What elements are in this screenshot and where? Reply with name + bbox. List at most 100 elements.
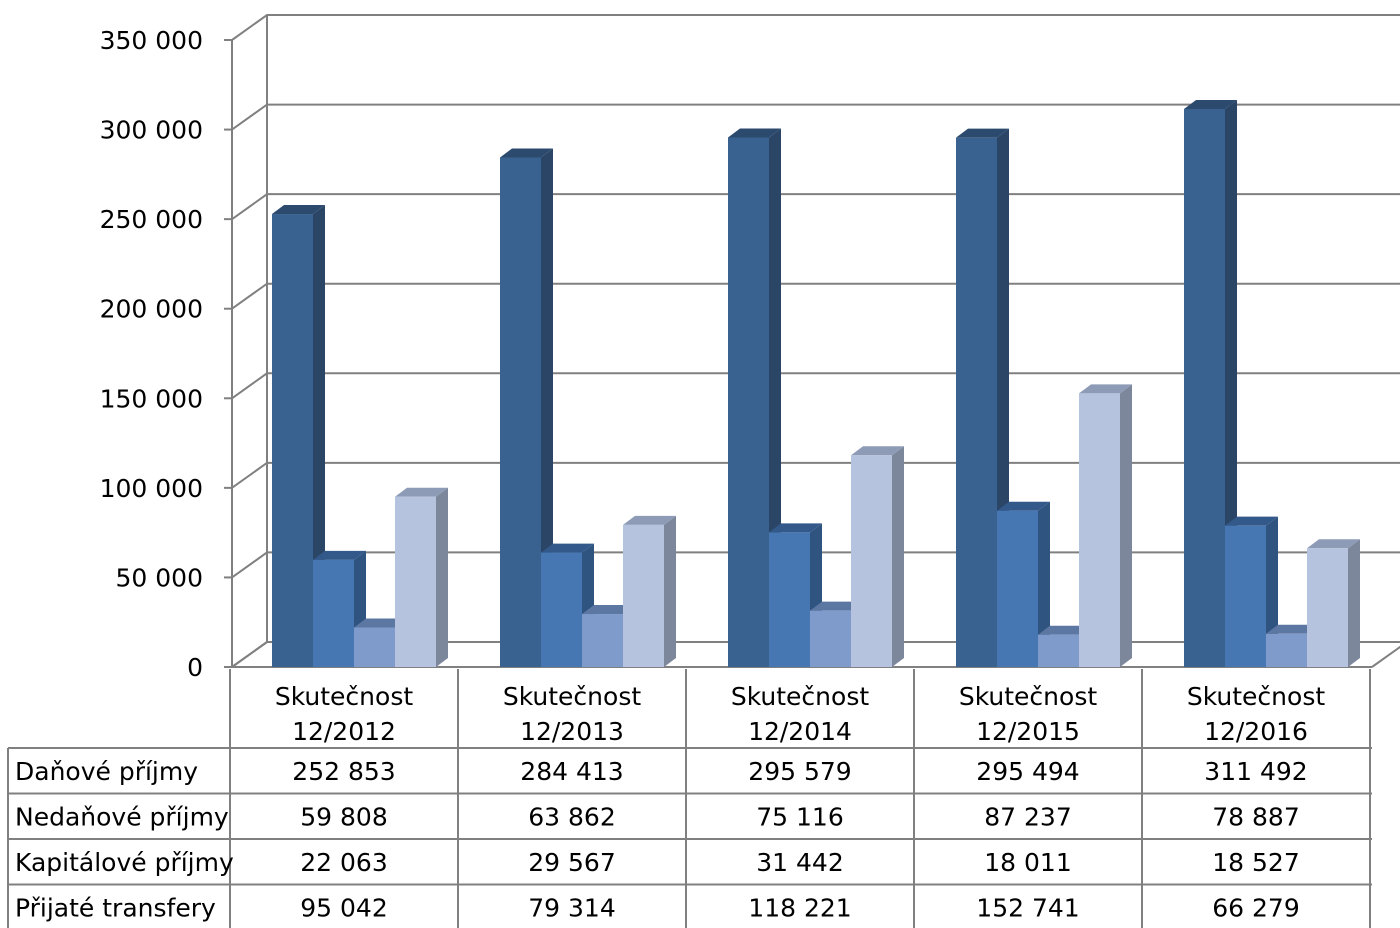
y-tick-label: 300 000	[100, 116, 203, 145]
bar	[810, 610, 851, 667]
bar	[313, 559, 354, 667]
bar	[956, 137, 997, 667]
bar-top	[541, 543, 594, 553]
category-label: 12/2013	[520, 717, 624, 746]
bar-top	[1184, 99, 1237, 109]
bar	[1038, 634, 1079, 667]
data-value-cell: 95 042	[300, 893, 387, 922]
floor-right-edge	[1371, 645, 1400, 668]
bar-side	[892, 446, 904, 667]
bar-top	[500, 148, 553, 158]
bar	[354, 627, 395, 667]
bar-side	[1120, 384, 1132, 667]
data-value-cell: 79 314	[528, 893, 615, 922]
bar-top	[582, 605, 635, 615]
bar	[1266, 633, 1307, 667]
bar-top	[623, 515, 676, 525]
data-value-cell: 75 116	[756, 802, 843, 831]
bar-top	[1079, 384, 1132, 394]
category-label: Skutečnost	[275, 682, 414, 711]
bar-top	[851, 446, 904, 456]
bar	[541, 552, 582, 667]
series-name-label: Kapitálové příjmy	[15, 848, 234, 877]
data-value-cell: 22 063	[300, 848, 387, 877]
category-label: 12/2012	[292, 717, 396, 746]
bar-top	[1266, 624, 1319, 634]
data-value-cell: 66 279	[1212, 893, 1299, 922]
bar	[851, 455, 892, 667]
data-value-cell: 78 887	[1212, 802, 1299, 831]
bar-top	[1307, 539, 1360, 549]
bar-top	[997, 501, 1050, 511]
bar-side	[541, 148, 553, 667]
bar	[1307, 548, 1348, 667]
y-axis: 0 50 000 100 000 150 000 200 000 250 000 300 0…	[100, 26, 232, 682]
bar	[395, 496, 436, 667]
bar	[582, 614, 623, 667]
gridline	[231, 461, 1400, 489]
bar	[997, 510, 1038, 667]
bar-top	[1038, 625, 1091, 635]
bar-top	[769, 523, 822, 533]
series-name-label: Nedaňové příjmy	[15, 802, 229, 831]
gridline	[231, 103, 1400, 131]
gridline	[231, 14, 1400, 41]
data-table: Skutečnost 12/2012 Skutečnost 12/2013 Skuteč…	[7, 669, 1372, 928]
bar-top	[313, 550, 366, 560]
category-label: Skutečnost	[959, 682, 1098, 711]
category-label: 12/2014	[748, 717, 852, 746]
bar-series	[272, 99, 1360, 668]
bar	[272, 214, 313, 667]
data-value-cell: 118 221	[748, 893, 851, 922]
data-value-cell: 63 862	[528, 802, 615, 831]
gridline	[231, 372, 1400, 400]
bar-side	[1038, 501, 1050, 667]
bar	[623, 524, 664, 667]
bar	[500, 157, 541, 667]
bar-top	[728, 128, 781, 138]
y-tick-label: 50 000	[116, 563, 203, 592]
gridline	[231, 282, 1400, 310]
bar	[1079, 393, 1120, 667]
bar-side	[1348, 539, 1360, 667]
category-label: 12/2016	[1204, 717, 1308, 746]
y-tick-label: 200 000	[100, 295, 203, 324]
category-label: Skutečnost	[1187, 682, 1326, 711]
data-value-cell: 295 494	[976, 757, 1079, 786]
gridline	[231, 193, 1400, 220]
series-name-label: Daňové příjmy	[15, 757, 198, 786]
bar-top	[1225, 516, 1278, 526]
data-value-cell: 18 011	[984, 848, 1071, 877]
data-value-cell: 284 413	[520, 757, 623, 786]
bar-top	[810, 601, 863, 611]
bar	[1225, 525, 1266, 667]
category-label: Skutečnost	[503, 682, 642, 711]
bar	[769, 532, 810, 667]
y-tick-label: 350 000	[100, 26, 203, 55]
series-name-label: Přijaté transfery	[15, 893, 216, 922]
y-tick-label: 0	[187, 653, 203, 682]
bar	[1184, 108, 1225, 668]
bar-top	[956, 128, 1009, 138]
data-value-cell: 87 237	[984, 802, 1071, 831]
data-value-cell: 31 442	[756, 848, 843, 877]
data-value-cell: 252 853	[292, 757, 395, 786]
bar-side	[313, 205, 325, 667]
bar-top	[354, 618, 407, 628]
y-tick-label: 250 000	[100, 205, 203, 234]
data-value-cell: 59 808	[300, 802, 387, 831]
bar-top	[272, 205, 325, 215]
category-label: Skutečnost	[731, 682, 870, 711]
data-value-cell: 295 579	[748, 757, 851, 786]
bar-side	[664, 515, 676, 667]
data-value-cell: 152 741	[976, 893, 1079, 922]
data-value-cell: 311 492	[1204, 757, 1307, 786]
bar-side	[436, 487, 448, 667]
bar-top	[395, 487, 448, 497]
y-tick-label: 150 000	[100, 384, 203, 413]
data-value-cell: 29 567	[528, 848, 615, 877]
data-value-cell: 18 527	[1212, 848, 1299, 877]
category-label: 12/2015	[976, 717, 1080, 746]
y-tick-label: 100 000	[100, 474, 203, 503]
